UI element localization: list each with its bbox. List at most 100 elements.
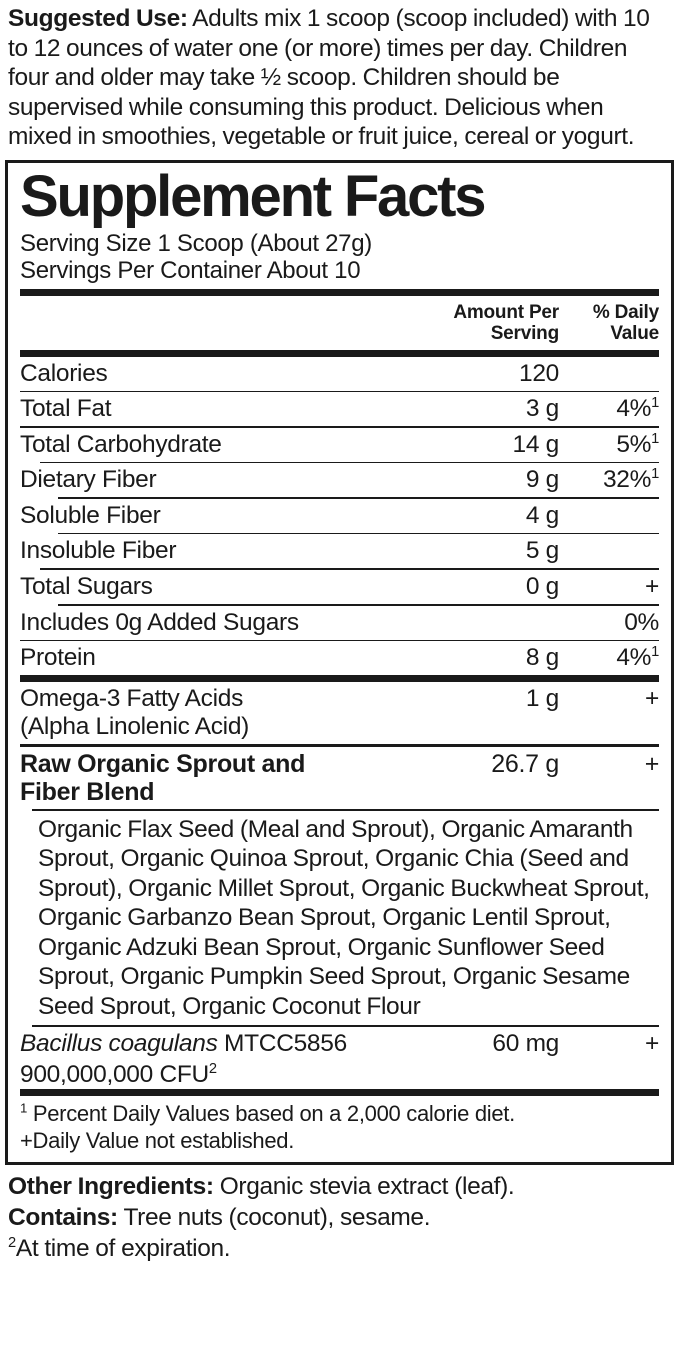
nutrient-row-sprout-fiber-blend: Raw Organic Sprout and Fiber Blend 26.7 … [20,747,659,809]
suggested-use-block: Suggested Use: Adults mix 1 scoop (scoop… [0,0,679,152]
suggested-use-text: Adults mix 1 scoop (scoop included) with… [8,5,650,150]
nutrient-amount: 8 g [525,644,559,672]
blend-name-line1: Raw Organic Sprout and [20,750,306,779]
nutrient-row-total-fat: Total Fat 3 g 4%1 [20,392,659,426]
nutrient-amount: 4 g [525,501,559,529]
footnote-2: +Daily Value not established. [20,1127,295,1153]
table-row: Dietary Fiber 9 g 32%1 [20,463,659,497]
table-row: Protein 8 g 4%1 [20,641,659,675]
nutrient-name: Includes 0g Added Sugars [20,608,299,636]
divider-thick-headers [20,349,659,357]
blend-ingredients-list: Organic Flax Seed (Meal and Sprout), Org… [38,815,650,1020]
table-row: Includes 0g Added Sugars 0% [20,606,659,640]
nutrient-amount: 0 g [525,573,559,601]
nutrient-row-total-sugars: Total Sugars 0 g + [20,570,659,604]
supplement-facts-title: Supplement Facts [20,163,487,229]
contains-text: Tree nuts (coconut), sesame. [117,1203,431,1231]
serving-info: Serving Size 1 Scoop (About 27g) Serving… [20,230,659,289]
nutrient-amount [409,606,559,640]
nutrient-name: Protein [20,644,96,672]
nutrient-name: Calories [20,359,108,387]
nutrient-row-omega-3: Omega-3 Fatty Acids (Alpha Linolenic Aci… [20,682,659,744]
nutrient-name: Total Sugars [20,573,153,601]
nutrient-dv [559,357,659,391]
nutrient-row-bacillus-coagulans: Bacillus coagulans MTCC5856 60 mg + [20,1027,659,1061]
table-row: Bacillus coagulans MTCC5856 60 mg + [20,1027,659,1061]
row-divider [40,568,659,571]
servings-per-container: Servings Per Container About 10 [20,256,361,284]
bacillus-genus-species: Bacillus coagulans [20,1029,218,1057]
other-ingredients-label: Other Ingredients: [8,1172,214,1200]
column-header-row: Amount Per Serving % Daily Value [20,296,659,350]
nutrient-amount: 5 g [525,537,559,565]
nutrient-row-soluble-fiber: Soluble Fiber 4 g [20,499,659,533]
supplement-facts-panel: Supplement Facts Serving Size 1 Scoop (A… [5,159,674,1165]
nutrient-row-calories: Calories 120 [20,357,659,391]
footnote-marker: 1 [651,644,659,661]
nutrient-dv: 32%1 [602,466,659,494]
row-divider [32,809,659,811]
header-daily-value: % Daily Value [559,296,659,350]
divider-thick-top [20,288,659,296]
bacillus-name: Bacillus coagulans MTCC5856 [20,1027,409,1061]
serving-size: Serving Size 1 Scoop (About 27g) [20,229,372,257]
row-divider [20,639,659,642]
nutrient-name: Insoluble Fiber [20,537,177,565]
row-divider [20,426,659,428]
nutrient-dv [559,499,659,533]
other-ingredients-text: Organic stevia extract (leaf). [213,1172,515,1200]
divider-thick-footnotes [20,1088,659,1096]
table-row: Soluble Fiber 4 g [20,499,659,533]
nutrient-row-added-sugars: Includes 0g Added Sugars 0% [20,606,659,640]
nutrient-amount: 120 [519,359,559,387]
nutrient-dv: 4%1 [616,394,659,423]
table-row: Total Sugars 0 g + [20,570,659,604]
omega-name-line2: (Alpha Linolenic Acid) [20,713,250,741]
other-ingredients-line: Other Ingredients: Organic stevia extrac… [8,1171,671,1202]
nutrient-row-total-carbohydrate: Total Carbohydrate 14 g 5%1 [20,428,659,462]
suggested-use-label: Suggested Use: [8,5,188,32]
nutrient-name: Omega-3 Fatty Acids (Alpha Linolenic Aci… [20,682,409,744]
nutrient-name: Total Fat [20,395,112,423]
nutrient-row-protein: Protein 8 g 4%1 [20,641,659,675]
nutrient-dv: 4%1 [616,644,659,672]
table-row: Raw Organic Sprout and Fiber Blend 26.7 … [20,747,659,809]
row-divider [40,461,659,464]
footnote-marker: 1 [651,430,659,447]
table-row: Total Fat 3 g 4%1 [20,392,659,426]
bacillus-cfu: 900,000,000 CFU2 [20,1060,217,1088]
expiration-text: At time of expiration. [15,1234,231,1262]
footnote-marker: 1 [651,394,659,411]
nutrient-dv: + [644,573,659,601]
divider-thick-omega [20,675,659,683]
footnote-1: 1 Percent Daily Values based on a 2,000 … [20,1100,515,1126]
row-divider-medium [20,744,659,748]
blend-name-line2: Fiber Blend [20,778,155,807]
bacillus-strain: MTCC5856 [217,1029,347,1057]
row-divider [58,532,659,535]
footnotes-block: 1 Percent Daily Values based on a 2,000 … [20,1096,659,1156]
nutrient-amount: 9 g [525,466,559,494]
bacillus-dv: + [644,1029,659,1057]
header-spacer [20,296,409,350]
nutrient-row-dietary-fiber: Dietary Fiber 9 g 32%1 [20,463,659,497]
header-amount-per-serving: Amount Per Serving [409,296,559,350]
footnote-marker: 2 [8,1234,16,1251]
table-row: Insoluble Fiber 5 g [20,534,659,568]
table-row: Omega-3 Fatty Acids (Alpha Linolenic Aci… [20,682,659,744]
header-amount-line2: Serving [490,322,559,344]
table-row: Total Carbohydrate 14 g 5%1 [20,428,659,462]
blend-amount: 26.7 g [491,750,559,779]
row-divider [20,390,659,393]
nutrient-row-insoluble-fiber: Insoluble Fiber 5 g [20,534,659,568]
contains-line: Contains: Tree nuts (coconut), sesame. [8,1202,671,1233]
column-header-table: Amount Per Serving % Daily Value [20,296,659,350]
nutrient-amount: 14 g [512,430,560,458]
nutrient-name: Dietary Fiber [20,466,157,494]
footnote-marker: 1 [20,1100,28,1116]
blend-dv: + [644,750,660,779]
nutrient-amount: 1 g [525,685,559,713]
expiration-line: 2At time of expiration. [8,1233,671,1264]
nutrient-dv [559,534,659,568]
